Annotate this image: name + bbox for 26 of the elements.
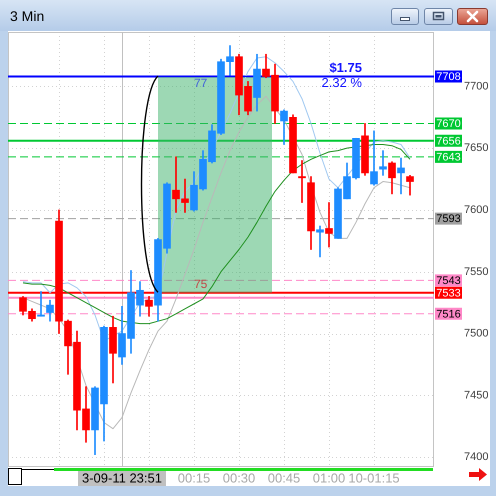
ref-line-label: 7533 — [436, 287, 461, 300]
ref-line-label: 7543 — [436, 274, 461, 287]
y-tick-label: 7650 — [464, 142, 488, 154]
y-tick-label: 7500 — [464, 328, 488, 340]
ref-line-label: 7516 — [436, 308, 461, 320]
x-tick-label: 01:00 — [312, 470, 346, 486]
annotation: 2.32 % — [322, 75, 362, 90]
ref-line-label: 7643 — [436, 151, 461, 164]
y-tick-label: 7550 — [464, 266, 488, 278]
chart-title: 3 Min — [10, 8, 44, 24]
x-tick-label: 00:45 — [268, 470, 300, 486]
ref-line-label: 7656 — [436, 135, 461, 148]
ref-line-label: 3-09-11 23:51 — [82, 470, 162, 486]
y-tick-label: 7600 — [464, 204, 488, 216]
y-tick-label: 7400 — [464, 451, 488, 464]
annotation: $1.75 — [329, 60, 362, 76]
x-tick-label: 00:30 — [222, 470, 256, 486]
ref-line-label: 7670 — [436, 118, 461, 130]
annotation: 77 — [194, 76, 208, 90]
annotation: 75 — [194, 277, 208, 292]
y-tick-label: 7700 — [464, 80, 488, 92]
x-tick-label: 00:15 — [178, 470, 210, 486]
y-tick-label: 7450 — [464, 389, 488, 402]
x-tick-label: 10-01:15 — [348, 470, 400, 486]
ref-line-label: 7708 — [436, 71, 461, 84]
ref-line-label: 7593 — [436, 213, 461, 226]
